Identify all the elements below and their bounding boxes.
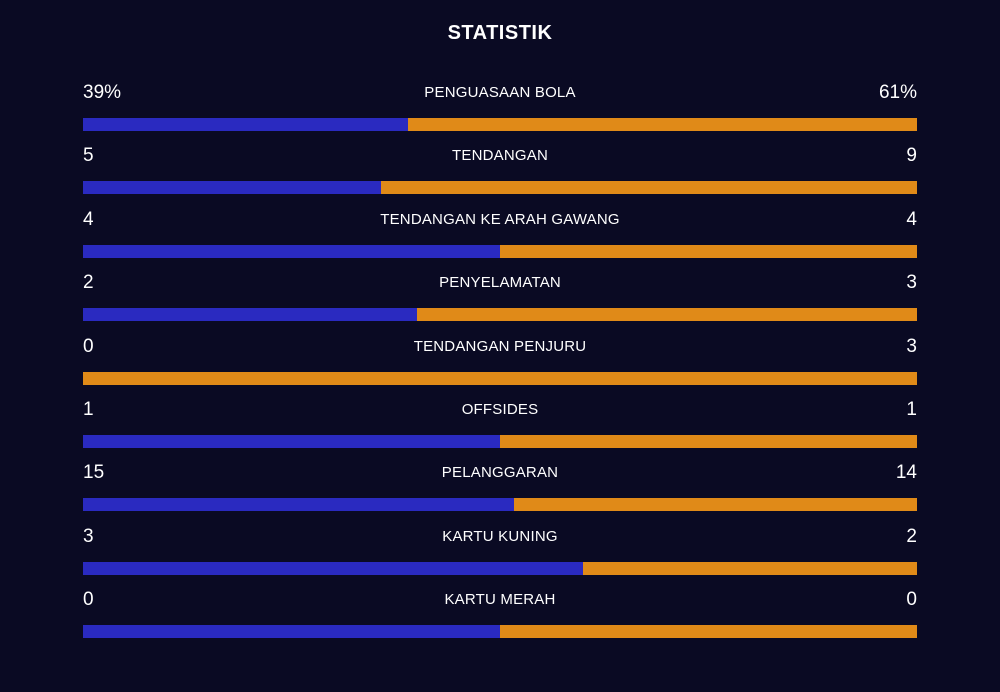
away-value: 9 (906, 145, 917, 167)
home-value: 39% (83, 82, 122, 103)
home-value: 4 (83, 208, 94, 230)
stat-label: OFFSIDES (461, 400, 539, 418)
home-value: 3 (83, 525, 94, 547)
stat-row-kartu-merah: 0 KARTU MERAH 0 (83, 587, 917, 650)
home-value: 15 (83, 462, 105, 484)
stat-row-kartu-kuning: 3 KARTU KUNING 2 (83, 524, 917, 587)
away-bar-fill (500, 434, 917, 448)
stat-label: KARTU KUNING (442, 527, 558, 545)
comparison-bar (83, 434, 917, 448)
away-value: 3 (906, 272, 917, 294)
away-value: 1 (906, 398, 917, 420)
stat-row-tendangan: 5 TENDANGAN 9 (83, 143, 917, 206)
away-value: 3 (906, 335, 917, 357)
home-bar-fill (83, 625, 500, 639)
away-bar-fill (500, 244, 917, 258)
home-value: 5 (83, 145, 94, 167)
away-value: 2 (906, 525, 917, 547)
stat-label: KARTU MERAH (444, 591, 556, 609)
away-bar-fill (83, 371, 917, 385)
away-bar-fill (408, 118, 917, 131)
stats-title: STATISTIK (447, 22, 553, 44)
away-value: 4 (906, 208, 917, 230)
stat-label: PENYELAMATAN (439, 274, 561, 292)
comparison-bar (83, 625, 917, 639)
comparison-bar (83, 308, 917, 322)
comparison-bar (83, 244, 917, 258)
home-bar-fill (83, 561, 584, 575)
comparison-bar (83, 371, 917, 385)
away-bar-fill (583, 561, 917, 575)
away-value: 14 (895, 462, 917, 484)
stat-row-penyelamatan: 2 PENYELAMATAN 3 (83, 270, 917, 333)
stat-label: TENDANGAN PENJURU (413, 337, 587, 355)
stat-row-pelanggaran: 15 PELANGGARAN 14 (83, 460, 917, 523)
stat-label: TENDANGAN KE ARAH GAWANG (380, 210, 620, 228)
away-bar-fill (500, 625, 917, 639)
stat-row-offsides: 1 OFFSIDES 1 (83, 397, 917, 460)
stat-row-tendangan-penjuru: 0 TENDANGAN PENJURU 3 (83, 334, 917, 397)
away-bar-fill (380, 181, 917, 195)
stats-list: 39% PENGUASAAN BOLA 61% 5 TENDANGAN 9 4 … (83, 80, 917, 651)
home-value: 2 (83, 272, 94, 294)
home-bar-fill (83, 244, 500, 258)
home-bar-fill (83, 181, 381, 195)
stat-row-tendangan-ke-arah-gawang: 4 TENDANGAN KE ARAH GAWANG 4 (83, 207, 917, 270)
away-value: 61% (878, 82, 917, 103)
home-bar-fill (83, 434, 500, 448)
stat-label: PENGUASAAN BOLA (424, 84, 576, 101)
away-value: 0 (906, 589, 917, 611)
comparison-bar (83, 181, 917, 195)
stat-label: PELANGGARAN (441, 464, 559, 482)
comparison-bar (83, 561, 917, 575)
comparison-bar (83, 498, 917, 512)
home-value: 1 (83, 398, 94, 420)
stat-row-penguasaan-bola: 39% PENGUASAAN BOLA 61% (83, 80, 917, 143)
away-bar-fill (514, 498, 917, 512)
home-value: 0 (83, 335, 94, 357)
comparison-bar (83, 118, 917, 131)
home-bar-fill (83, 118, 409, 131)
stat-label: TENDANGAN (452, 147, 548, 165)
away-bar-fill (416, 308, 917, 322)
home-bar-fill (83, 498, 515, 512)
home-value: 0 (83, 589, 94, 611)
home-bar-fill (83, 308, 417, 322)
